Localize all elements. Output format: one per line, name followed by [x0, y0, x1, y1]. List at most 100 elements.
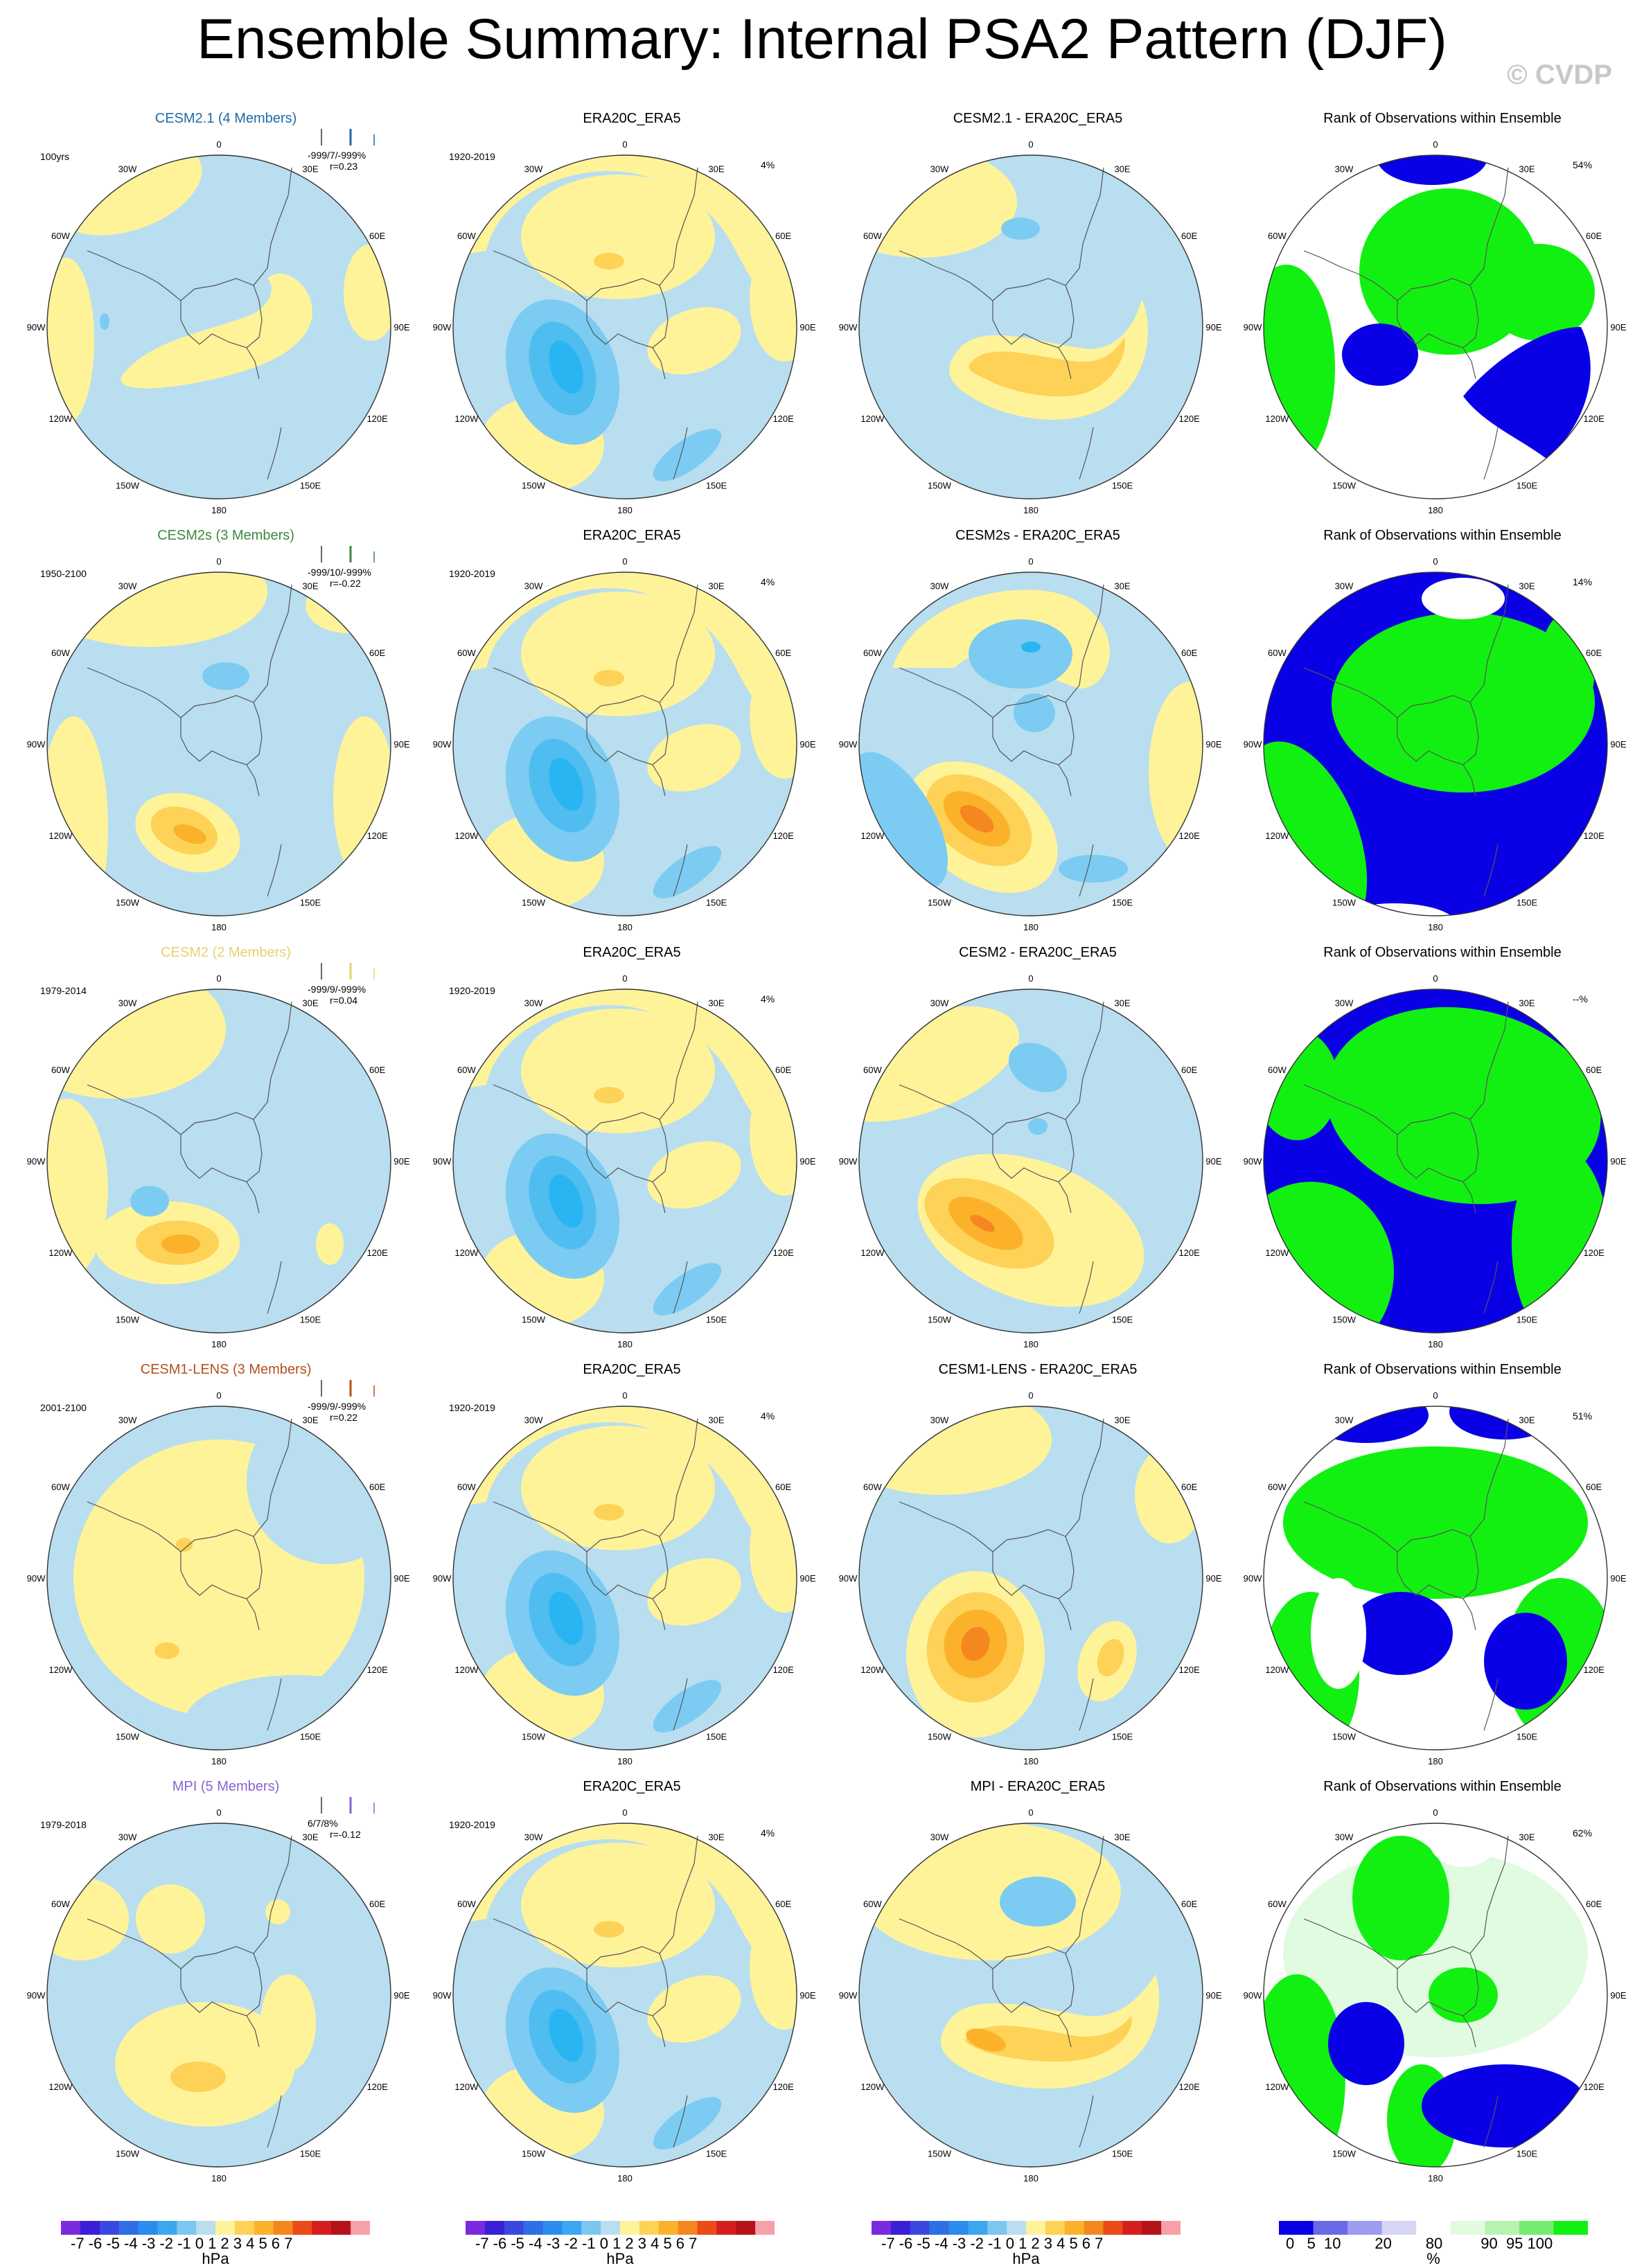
polar-map: 0 30E 60E 90E 120E 150E 180 150W 120W 90W 60W 30W — [433, 1807, 816, 2183]
pattern-stats: 6/7/8% — [308, 1818, 338, 1829]
contour-blob — [653, 1263, 722, 1315]
contour-blob — [594, 1921, 624, 1938]
antarctica-coastline — [1303, 1418, 1509, 1731]
colorbar-swatch — [968, 2221, 988, 2235]
antarctica-coastline — [87, 1418, 292, 1731]
panel-title: CESM1-LENS (3 Members) — [140, 1362, 312, 1377]
contour-blob — [1484, 244, 1595, 341]
obs-period-label: 1920-2019 — [449, 985, 495, 996]
map-rim — [858, 154, 1203, 499]
colorbar-swatch — [1313, 2221, 1348, 2235]
contour-blob — [859, 1823, 1121, 1960]
longitude-label: 120E — [366, 414, 388, 424]
longitude-label: 150E — [1112, 1315, 1133, 1325]
panel-difference: CESM1-LENS - ERA20C_ERA5 0 30E 60E 90E 120E 15… — [837, 1362, 1225, 1766]
longitude-label: 90W — [839, 322, 858, 333]
panel-title: MPI - ERA20C_ERA5 — [970, 1779, 1106, 1794]
colorbar-unit: hPa — [606, 2250, 634, 2267]
longitude-label: 150W — [1332, 2149, 1356, 2159]
longitude-label: 60W — [1268, 1899, 1287, 1909]
map-background — [47, 572, 391, 916]
longitude-label: 0 — [622, 1807, 627, 1818]
contour-blob — [1449, 1406, 1560, 1439]
longitude-label: 120W — [454, 1665, 479, 1675]
contour-blob — [161, 1234, 200, 1254]
colorbar-swatch — [1045, 2221, 1066, 2235]
colorbar-swatch — [910, 2221, 930, 2235]
polar-map: 0 30E 60E 90E 120E 150E 180 150W 120W 90W 60W 30W — [839, 1807, 1222, 2183]
longitude-label: 180 — [617, 1756, 633, 1766]
map-rim — [858, 1406, 1203, 1751]
longitude-label: 150E — [706, 481, 727, 491]
colorbar-obs: -7 -6 -5 -4 -3 -2 -1 0 1 2 3 4 5 6 7 hPa — [466, 2221, 775, 2267]
page-title: Ensemble Summary: Internal PSA2 Pattern … — [197, 8, 1447, 71]
colorbar-swatch — [890, 2221, 911, 2235]
longitude-label: 60E — [1586, 648, 1602, 658]
contour-blob — [549, 757, 583, 811]
longitude-label: 30E — [708, 581, 724, 591]
map-fill — [47, 1406, 391, 1750]
map-rim — [452, 572, 797, 916]
contour-blob — [521, 175, 715, 299]
obs-percent: 4% — [761, 159, 775, 170]
panel-model: CESM2 (2 Members) 1979-2014 -999/9/-999% r=… — [25, 945, 413, 1349]
colorbar-swatch — [215, 2221, 236, 2235]
longitude-label: 180 — [617, 2173, 633, 2183]
contour-region — [453, 155, 797, 337]
contour-blob — [1377, 155, 1487, 185]
polar-map: 0 30E 60E 90E 120E 150E 180 150W 120W 90W 60W 30W — [433, 973, 816, 1349]
longitude-label: 90W — [1244, 1990, 1262, 2001]
longitude-label: 0 — [1028, 1390, 1033, 1401]
map-rim — [1263, 1406, 1608, 1751]
colorbar-swatch — [1381, 2221, 1417, 2235]
longitude-label: 120E — [772, 831, 794, 841]
panel-title: CESM2.1 (4 Members) — [154, 111, 297, 126]
longitude-label: 60E — [1586, 1065, 1602, 1075]
obs-period-label: 1920-2019 — [449, 1819, 495, 1830]
longitude-label: 30E — [302, 1832, 318, 1842]
map-fill — [453, 1406, 797, 1750]
longitude-label: 60E — [1181, 231, 1197, 241]
longitude-label: 150W — [522, 898, 546, 908]
contour-blob — [859, 752, 948, 889]
longitude-label: 150E — [300, 2149, 321, 2159]
longitude-label: 60W — [1268, 1482, 1287, 1492]
contour-blob — [1332, 612, 1595, 792]
longitude-label: 180 — [211, 1756, 227, 1766]
map-fill — [47, 989, 391, 1333]
longitude-label: 150E — [706, 2149, 727, 2159]
contour-blob — [136, 1884, 205, 1954]
colorbar-swatch — [1103, 2221, 1123, 2235]
colorbar-model-swatches — [61, 2221, 371, 2235]
longitude-label: 90E — [394, 1156, 409, 1167]
contour-blob — [1539, 612, 1595, 723]
longitude-label: 90E — [394, 1573, 409, 1584]
colorbar-swatch — [658, 2221, 679, 2235]
longitude-label: 30E — [302, 163, 318, 174]
panel-difference: CESM2s - ERA20C_ERA5 0 30E 60E 90E 120E 150E 18… — [837, 528, 1225, 932]
colorbar-swatch — [601, 2221, 621, 2235]
longitude-label: 30E — [1519, 998, 1535, 1008]
longitude-label: 120W — [48, 831, 73, 841]
longitude-label: 30E — [708, 998, 724, 1008]
colorbar-swatch — [1084, 2221, 1104, 2235]
longitude-label: 150E — [300, 898, 321, 908]
panel-observations: ERA20C_ERA5 1920-2019 4% 0 30E 60E 90E 120E 150E… — [431, 1362, 819, 1766]
period-label: 1979-2014 — [40, 985, 87, 996]
longitude-label: 60E — [1181, 1899, 1197, 1909]
colorbar-swatch — [697, 2221, 717, 2235]
contour-blob — [594, 1504, 624, 1521]
longitude-label: 120E — [1178, 414, 1200, 424]
contour-blob — [549, 340, 583, 394]
colorbar-swatch — [1485, 2221, 1520, 2235]
longitude-label: 120E — [1583, 1248, 1605, 1258]
longitude-label: 120E — [772, 1665, 794, 1675]
contour-blob — [750, 654, 797, 779]
map-rim — [858, 989, 1203, 1334]
longitude-label: 60W — [457, 231, 476, 241]
polar-map: 0 30E 60E 90E 120E 150E 180 150W 120W 90W 60W 30W — [433, 139, 816, 515]
longitude-label: 30E — [708, 163, 724, 174]
colorbar-swatch — [254, 2221, 274, 2235]
colorbar-swatch — [987, 2221, 1007, 2235]
colorbar-swatch — [196, 2221, 216, 2235]
